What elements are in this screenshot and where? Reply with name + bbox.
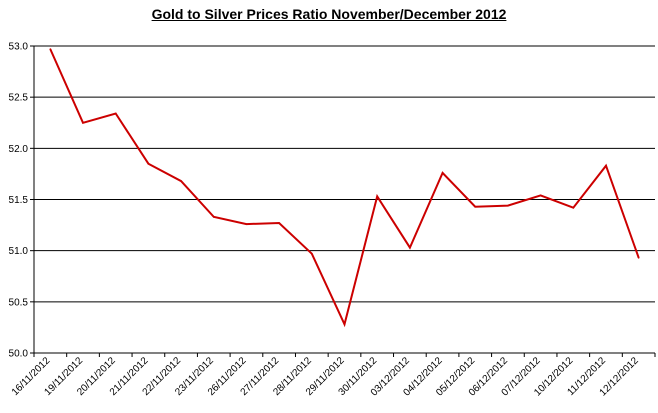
series-line <box>49 48 640 328</box>
data-point <box>474 205 477 208</box>
data-point <box>49 48 52 50</box>
y-tick-label: 50.5 <box>9 297 29 308</box>
data-point <box>311 252 313 255</box>
chart-title: Gold to Silver Prices Ratio November/Dec… <box>151 6 507 22</box>
data-point <box>212 216 215 218</box>
data-point <box>409 246 411 249</box>
y-tick-label: 53.0 <box>9 42 29 53</box>
data-point <box>507 204 509 207</box>
y-tick-label: 51.5 <box>9 195 29 206</box>
data-point <box>278 222 280 224</box>
y-tick-label: 52.0 <box>9 144 29 155</box>
y-tick-label: 51.0 <box>9 246 29 257</box>
data-point <box>82 121 84 124</box>
data-point <box>180 180 182 182</box>
y-tick-label: 50.0 <box>9 349 29 360</box>
data-point <box>147 162 150 165</box>
data-point <box>245 223 248 225</box>
data-point <box>605 164 607 167</box>
data-point <box>572 206 575 209</box>
data-point <box>343 323 346 326</box>
data-point <box>637 257 640 259</box>
data-point <box>114 112 117 115</box>
data-point <box>539 194 542 197</box>
data-point <box>441 172 444 174</box>
y-tick-label: 52.5 <box>9 93 29 104</box>
data-point <box>376 195 378 198</box>
